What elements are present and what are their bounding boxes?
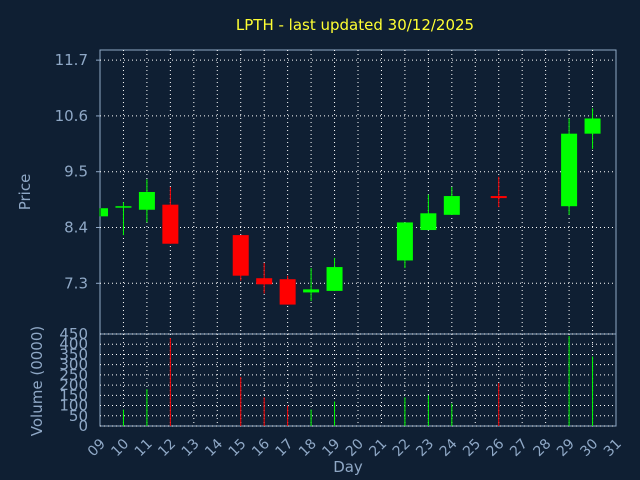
x-tick-label: 22 <box>390 436 414 460</box>
candle-body <box>490 196 507 199</box>
candle-body <box>561 133 578 207</box>
price-tick-label: 9.5 <box>64 163 88 181</box>
candle-body <box>138 192 155 210</box>
candle-body <box>162 204 179 244</box>
x-tick-label: 09 <box>85 436 109 460</box>
volume-tick-label: 150 <box>59 386 88 404</box>
price-panel <box>99 49 617 335</box>
x-tick-label: 16 <box>249 436 273 460</box>
candle-body <box>326 267 343 291</box>
candle-body <box>101 208 108 217</box>
x-tick-label: 19 <box>319 436 343 460</box>
price-axis-label: Price <box>16 174 34 211</box>
x-tick-labels: 09 10 11 12 13 14 15 16 17 18 19 20 21 22 23 24 25 26 27 28… <box>85 436 625 460</box>
volume-tick-label: 0 <box>78 417 88 435</box>
x-tick-label: 11 <box>132 436 156 460</box>
candles <box>99 108 601 305</box>
price-tick-label: 8.4 <box>64 219 88 237</box>
candle-body <box>303 289 320 293</box>
candle-body <box>232 235 249 276</box>
x-tick-label: 21 <box>366 436 390 460</box>
volume-tick-label: 50 <box>69 407 88 425</box>
x-tick-label: 31 <box>601 436 625 460</box>
candle-body <box>584 118 601 134</box>
volume-tick-label: 200 <box>59 376 88 394</box>
x-tick-label: 15 <box>226 436 250 460</box>
x-tick-label: 30 <box>577 436 601 460</box>
price-tick-label: 10.6 <box>55 107 88 125</box>
x-tick-label: 18 <box>296 436 320 460</box>
candle-body <box>443 196 460 215</box>
x-tick-label: 20 <box>343 436 367 460</box>
x-tick-label: 17 <box>273 436 297 460</box>
x-tick-label: 27 <box>507 436 531 460</box>
x-tick-label: 23 <box>413 436 437 460</box>
x-tick-label: 10 <box>108 436 132 460</box>
volume-tick-label: 300 <box>59 356 88 374</box>
volume-tick-label: 400 <box>59 335 88 353</box>
x-tick-label: 28 <box>531 436 555 460</box>
volume-bars <box>122 336 594 426</box>
x-tick-label: 12 <box>155 436 179 460</box>
volume-panel <box>99 333 617 427</box>
volume-tick-label: 250 <box>59 366 88 384</box>
x-axis-label: Day <box>333 458 363 476</box>
x-tick-label: 14 <box>202 436 226 460</box>
candle-body <box>420 213 437 231</box>
price-tick-label: 7.3 <box>64 274 88 292</box>
x-tick-label: 13 <box>179 436 203 460</box>
volume-tick-label: 100 <box>59 397 88 415</box>
volume-tick-label: 450 <box>59 325 88 343</box>
chart-title: LPTH - last updated 30/12/2025 <box>236 16 474 34</box>
x-tick-label: 29 <box>554 436 578 460</box>
x-tick-label: 24 <box>437 436 461 460</box>
price-tick-labels: 7.3 8.4 9.5 10.6 11.7 <box>55 51 88 292</box>
candle-body <box>279 279 296 305</box>
volume-axis-label: Volume (0000) <box>28 326 46 436</box>
candle-body <box>396 222 413 261</box>
x-tick-label: 26 <box>484 436 508 460</box>
candle-body <box>115 206 132 208</box>
candle-body <box>256 278 273 285</box>
x-tick-label: 25 <box>460 436 484 460</box>
price-tick-label: 11.7 <box>55 51 88 69</box>
volume-tick-label: 350 <box>59 345 88 363</box>
